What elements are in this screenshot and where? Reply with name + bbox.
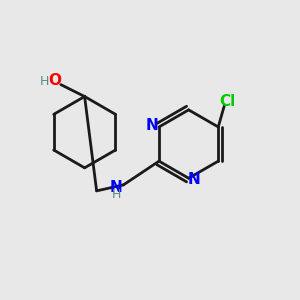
Text: O: O	[48, 73, 62, 88]
Text: H: H	[40, 75, 49, 88]
Text: H: H	[111, 188, 121, 201]
Text: N: N	[145, 118, 158, 133]
Text: N: N	[188, 172, 200, 187]
Text: Cl: Cl	[219, 94, 235, 109]
Text: N: N	[110, 180, 122, 195]
